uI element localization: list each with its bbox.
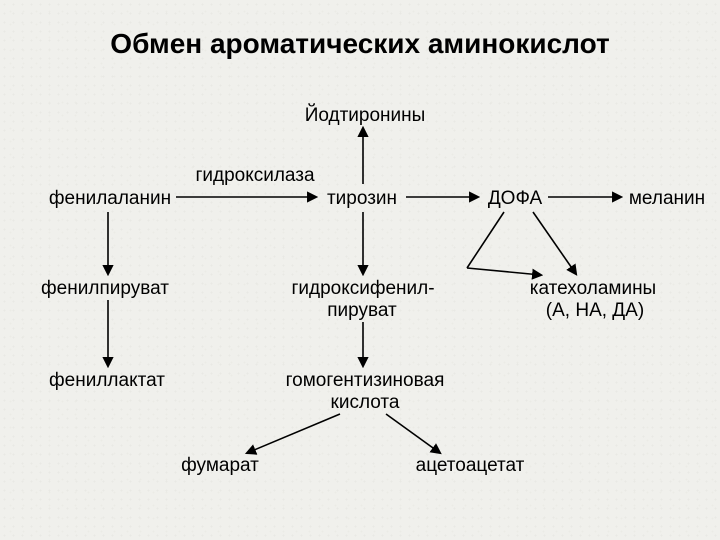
node-hydroxylase: гидроксилаза: [190, 165, 320, 187]
node-acetoacetate: ацетоацетат: [405, 455, 535, 477]
arrow-10: [467, 268, 541, 275]
node-phenylpyruvate: фенилпируват: [30, 278, 180, 300]
node-dopa: ДОФА: [480, 188, 550, 210]
arrow-12: [386, 414, 440, 453]
node-iodthyronines: Йодтиронины: [300, 105, 430, 127]
node-hpp2: пируват: [322, 300, 402, 322]
node-catechol1: катехоламины: [523, 278, 663, 300]
node-catechol2: (А, НА, ДА): [535, 300, 655, 322]
page-title: Обмен ароматических аминокислот: [0, 28, 720, 60]
arrow-8: [533, 212, 576, 274]
node-phenyllactate: фениллактат: [42, 370, 172, 392]
node-phenylalanine: фенилаланин: [45, 188, 175, 210]
diagram-arrows: [0, 0, 720, 540]
arrow-9: [467, 212, 504, 268]
node-tyrosine: тирозин: [317, 188, 407, 210]
arrow-11: [247, 414, 340, 453]
node-homo1: гомогентизиновая: [275, 370, 455, 392]
node-homo2: кислота: [325, 392, 405, 414]
node-hpp1: гидроксифенил-: [283, 278, 443, 300]
node-fumarate: фумарат: [175, 455, 265, 477]
node-melanin: меланин: [622, 188, 712, 210]
